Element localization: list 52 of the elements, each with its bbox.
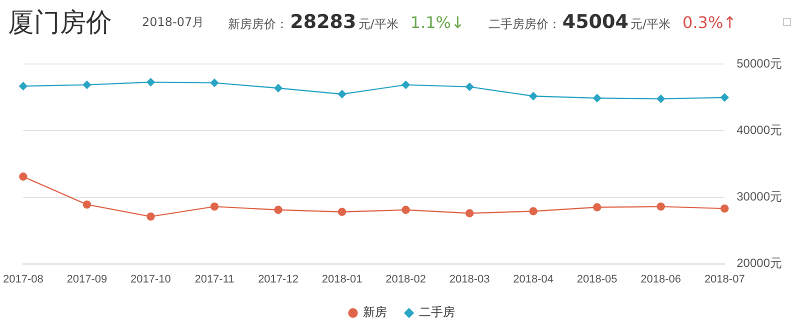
- point: [338, 208, 346, 216]
- x-tick-label: 2018-01: [322, 273, 362, 286]
- x-tick-label: 2018-02: [386, 273, 426, 286]
- chart-subtitle: 2018-07月: [142, 14, 204, 30]
- point: [592, 203, 602, 212]
- x-tick-label: 2017-09: [66, 273, 108, 286]
- x-tick-label: 2017-11: [194, 273, 234, 286]
- text: 28283: [290, 11, 356, 33]
- point: [338, 90, 346, 98]
- point: [82, 200, 92, 209]
- chart-title: 厦门房价: [8, 6, 112, 40]
- point: [402, 80, 410, 89]
- point: [19, 172, 28, 181]
- text: 元/平米: [630, 17, 671, 31]
- point: [210, 202, 219, 211]
- point: [146, 78, 155, 86]
- point: [402, 206, 410, 214]
- legend-label: 二手房: [419, 305, 455, 320]
- point: [274, 206, 282, 214]
- point: [529, 207, 538, 216]
- text: 元/平米: [358, 17, 398, 31]
- y-tick-label: 30000元: [736, 190, 782, 204]
- text: 新房房价：: [228, 17, 288, 31]
- x-tick-label: 2018-06: [640, 273, 682, 286]
- point: [210, 78, 219, 87]
- point: [656, 94, 665, 103]
- point: [274, 84, 282, 92]
- text: 0.3%↑: [682, 13, 737, 32]
- point: [146, 212, 155, 221]
- point: [465, 209, 474, 218]
- point: [19, 82, 28, 90]
- x-tick-label: 2017-12: [258, 273, 298, 286]
- x-tick-label: 2018-03: [449, 273, 490, 286]
- x-tick-label: 2017-08: [2, 273, 44, 286]
- x-tick-label: 2018-04: [513, 273, 554, 286]
- text: 二手房房价：: [488, 17, 560, 31]
- y-tick-label: 50000元: [736, 56, 782, 71]
- point: [529, 92, 538, 100]
- point: [82, 80, 92, 89]
- x-tick-label: 2018-05: [576, 273, 618, 286]
- point: [656, 202, 665, 211]
- point: [465, 82, 474, 91]
- y-tick-label: 40000元: [736, 123, 782, 138]
- text: 1.1%↓: [410, 13, 464, 32]
- x-tick-label: 2018-07: [704, 273, 745, 286]
- text: 45004: [562, 11, 628, 33]
- point: [720, 204, 729, 213]
- legend-label: 新房: [363, 305, 387, 320]
- x-tick-label: 2017-10: [130, 273, 171, 286]
- y-tick-label: 20000元: [736, 256, 782, 270]
- point: [720, 93, 729, 102]
- point: [592, 94, 602, 102]
